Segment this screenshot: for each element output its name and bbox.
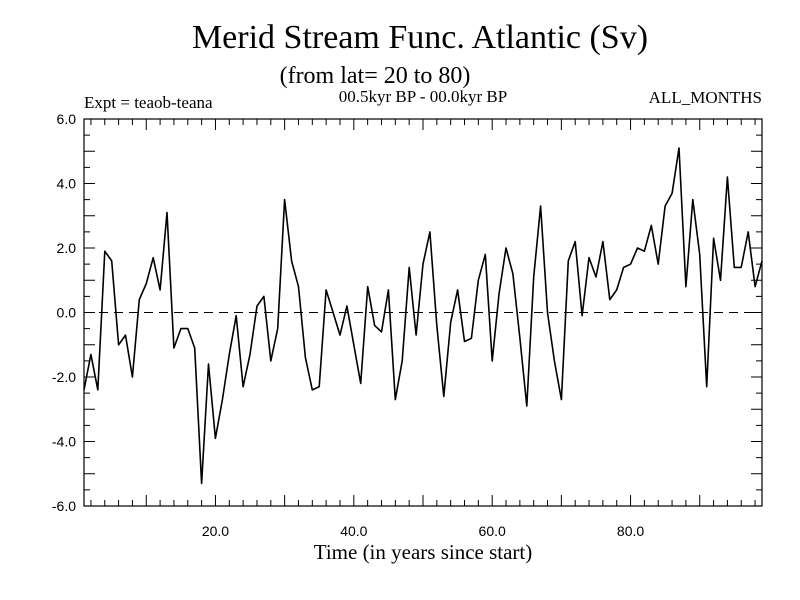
x-tick-label: 80.0 bbox=[617, 523, 644, 539]
y-tick-label: -2.0 bbox=[52, 369, 76, 385]
plot-frame bbox=[83, 118, 763, 507]
tick-labels: 20.0 40.0 60.0 80.0 -6.0 -4.0 -2.0 0.0 2.0 4.0 6.0 bbox=[52, 111, 645, 539]
y-tick-label: -6.0 bbox=[52, 498, 76, 514]
x-axis-label: Time (in years since start) bbox=[314, 540, 533, 564]
y-tick-label: 4.0 bbox=[57, 176, 77, 192]
series-line bbox=[83, 147, 763, 485]
experiment-label: Expt = teaob-teana bbox=[84, 93, 213, 112]
x-tick-label: 40.0 bbox=[340, 523, 367, 539]
chart-subtitle: (from lat= 20 to 80) bbox=[280, 63, 471, 89]
y-tick-label: -4.0 bbox=[52, 434, 76, 450]
months-label: ALL_MONTHS bbox=[649, 88, 762, 107]
y-tick-label: 6.0 bbox=[57, 111, 77, 127]
y-tick-label: 0.0 bbox=[57, 305, 77, 321]
chart-title: Merid Stream Func. Atlantic (Sv) bbox=[192, 19, 648, 56]
period-label: 00.5kyr BP - 00.0kyr BP bbox=[339, 87, 507, 106]
x-tick-label: 60.0 bbox=[479, 523, 506, 539]
x-tick-label: 20.0 bbox=[202, 523, 229, 539]
y-tick-label: 2.0 bbox=[57, 240, 77, 256]
